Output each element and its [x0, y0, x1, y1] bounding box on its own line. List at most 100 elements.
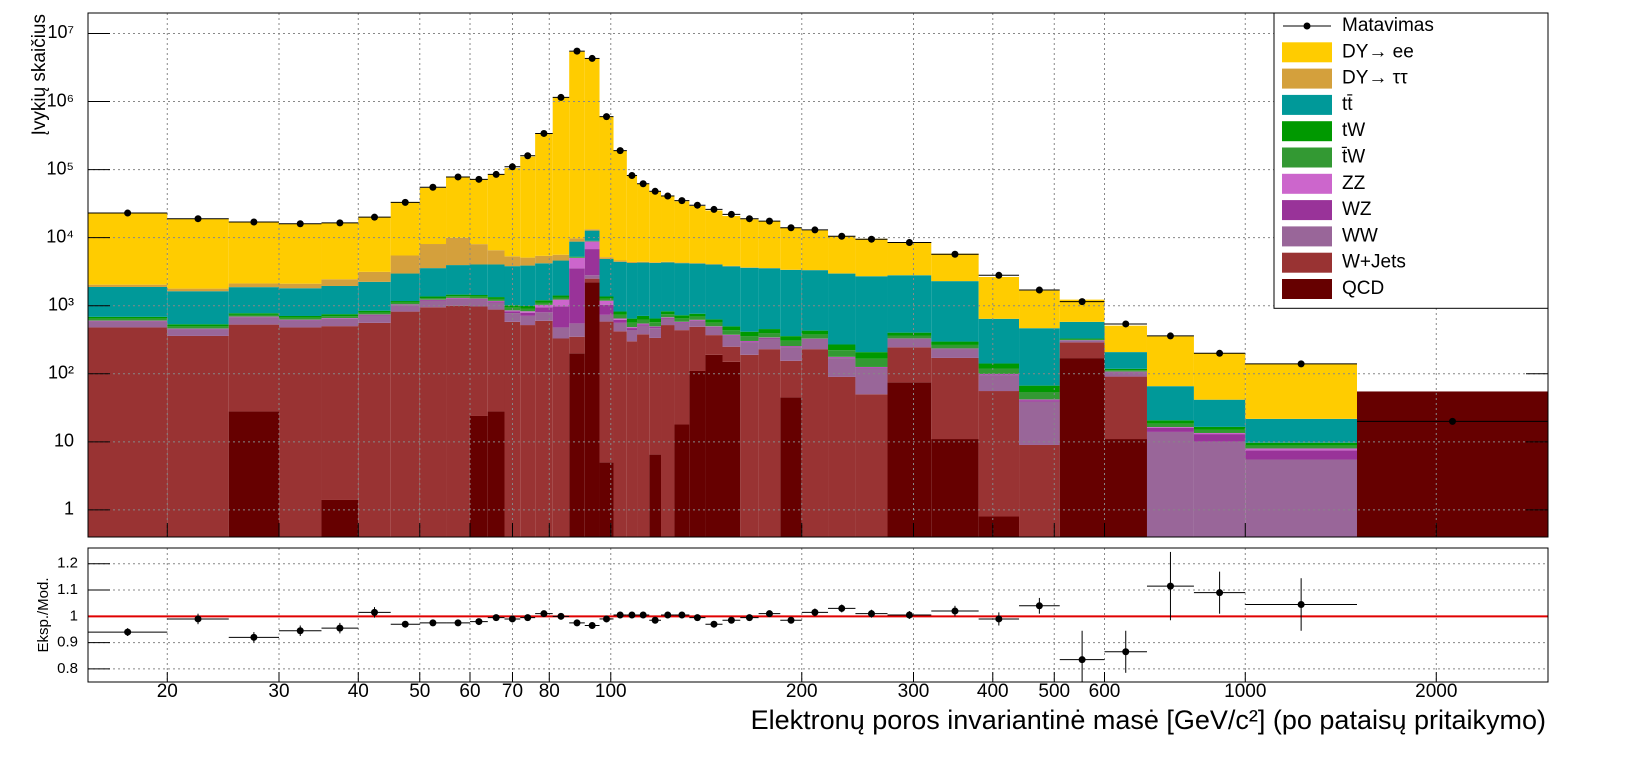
ratio-point: [588, 622, 596, 630]
stack-segment: [552, 327, 570, 339]
legend-marker: [1303, 22, 1311, 30]
stack-segment: [649, 326, 662, 328]
stack-segment: [1193, 426, 1246, 430]
stack-segment: [569, 256, 585, 258]
stack-segment: [321, 326, 359, 500]
ratio-point: [745, 614, 753, 622]
legend-swatch: [1282, 173, 1332, 194]
stack-segment: [855, 368, 888, 395]
stack-segment: [613, 261, 627, 312]
stack-segment: [321, 314, 359, 317]
stack-segment: [740, 219, 759, 268]
stack-segment: [1146, 336, 1194, 387]
stack-segment: [552, 299, 570, 307]
stack-segment: [358, 322, 391, 537]
stack-segment: [390, 301, 420, 303]
x-tick-label: 600: [1089, 681, 1121, 702]
stack-segment: [1245, 450, 1357, 460]
stack-segment: [828, 376, 856, 537]
data-point: [296, 220, 304, 228]
stack-segment: [661, 325, 675, 537]
stack-segment: [740, 341, 759, 343]
stack-segment: [1245, 445, 1357, 449]
stack-segment: [705, 319, 723, 323]
ratio-point: [693, 614, 701, 622]
stack-segment: [470, 415, 488, 537]
x-tick-label: 50: [409, 681, 430, 702]
stack-segment: [470, 299, 488, 307]
ratio-point: [508, 615, 516, 623]
stack-segment: [613, 150, 627, 261]
data-point: [838, 232, 846, 240]
stack-segment: [520, 311, 536, 313]
stack-segment: [828, 350, 856, 357]
ratio-point: [603, 615, 611, 623]
stack-segment: [552, 97, 570, 255]
data-point: [454, 173, 462, 181]
data-point: [194, 215, 202, 223]
stack-segment: [626, 261, 638, 263]
legend-swatch: [1282, 252, 1332, 273]
x-tick-label: 1000: [1224, 681, 1266, 702]
legend-swatch: [1282, 121, 1332, 142]
legend-label: tW: [1342, 120, 1365, 141]
stack-segment: [613, 260, 627, 262]
stack-segment: [321, 499, 359, 537]
stack-segment: [569, 241, 585, 257]
stack-segment: [931, 341, 979, 345]
stack-segment: [228, 314, 280, 317]
stack-segment: [740, 331, 759, 337]
y-tick-label: 10³: [48, 294, 74, 314]
y-tick-label: 10⁴: [46, 226, 74, 246]
stack-segment: [569, 51, 585, 239]
stack-segment: [390, 305, 420, 312]
legend-swatch: [1282, 42, 1332, 63]
stack-segment: [780, 397, 802, 537]
stack-segment: [855, 352, 888, 359]
stack-segment: [887, 242, 932, 276]
stack-segment: [722, 335, 741, 336]
stack-segment: [626, 328, 638, 330]
stack-segment: [569, 268, 585, 324]
stack-segment: [446, 298, 471, 306]
stack-segment: [689, 320, 706, 327]
stack-segment: [487, 302, 505, 310]
stack-segment: [1245, 459, 1357, 537]
stack-segment: [1193, 399, 1246, 427]
data-point: [429, 183, 437, 191]
stack-segment: [520, 325, 536, 537]
stack-segment: [626, 262, 638, 319]
stack-segment: [599, 300, 614, 305]
ratio-point: [475, 618, 483, 626]
ratio-point: [616, 611, 624, 619]
stack-segment: [978, 375, 1020, 392]
stack-segment: [689, 313, 706, 317]
stack-segment: [689, 370, 706, 537]
stack-segment: [390, 201, 420, 256]
stack-segment: [535, 312, 553, 321]
stack-segment: [1059, 342, 1105, 359]
x-tick-label: 2000: [1415, 681, 1457, 702]
ratio-background: [88, 548, 1548, 682]
ratio-point: [787, 616, 795, 624]
stack-segment: [722, 266, 741, 327]
stack-segment: [167, 329, 229, 336]
data-point: [1078, 298, 1086, 306]
stack-segment: [689, 263, 706, 314]
data-point: [1216, 349, 1224, 357]
stack-segment: [552, 254, 570, 261]
stack-segment: [419, 244, 447, 269]
stack-segment: [446, 294, 471, 297]
stack-segment: [828, 273, 856, 345]
stack-segment: [1059, 358, 1105, 537]
stack-segment: [88, 286, 168, 317]
stack-segment: [470, 298, 488, 300]
stack-segment: [758, 333, 781, 338]
stack-segment: [487, 300, 505, 302]
stack-segment: [535, 320, 553, 537]
stack-segment: [504, 313, 521, 322]
stack-segment: [88, 321, 168, 328]
stack-segment: [487, 250, 505, 265]
stack-segment: [1019, 290, 1060, 329]
stack-segment: [279, 223, 322, 284]
